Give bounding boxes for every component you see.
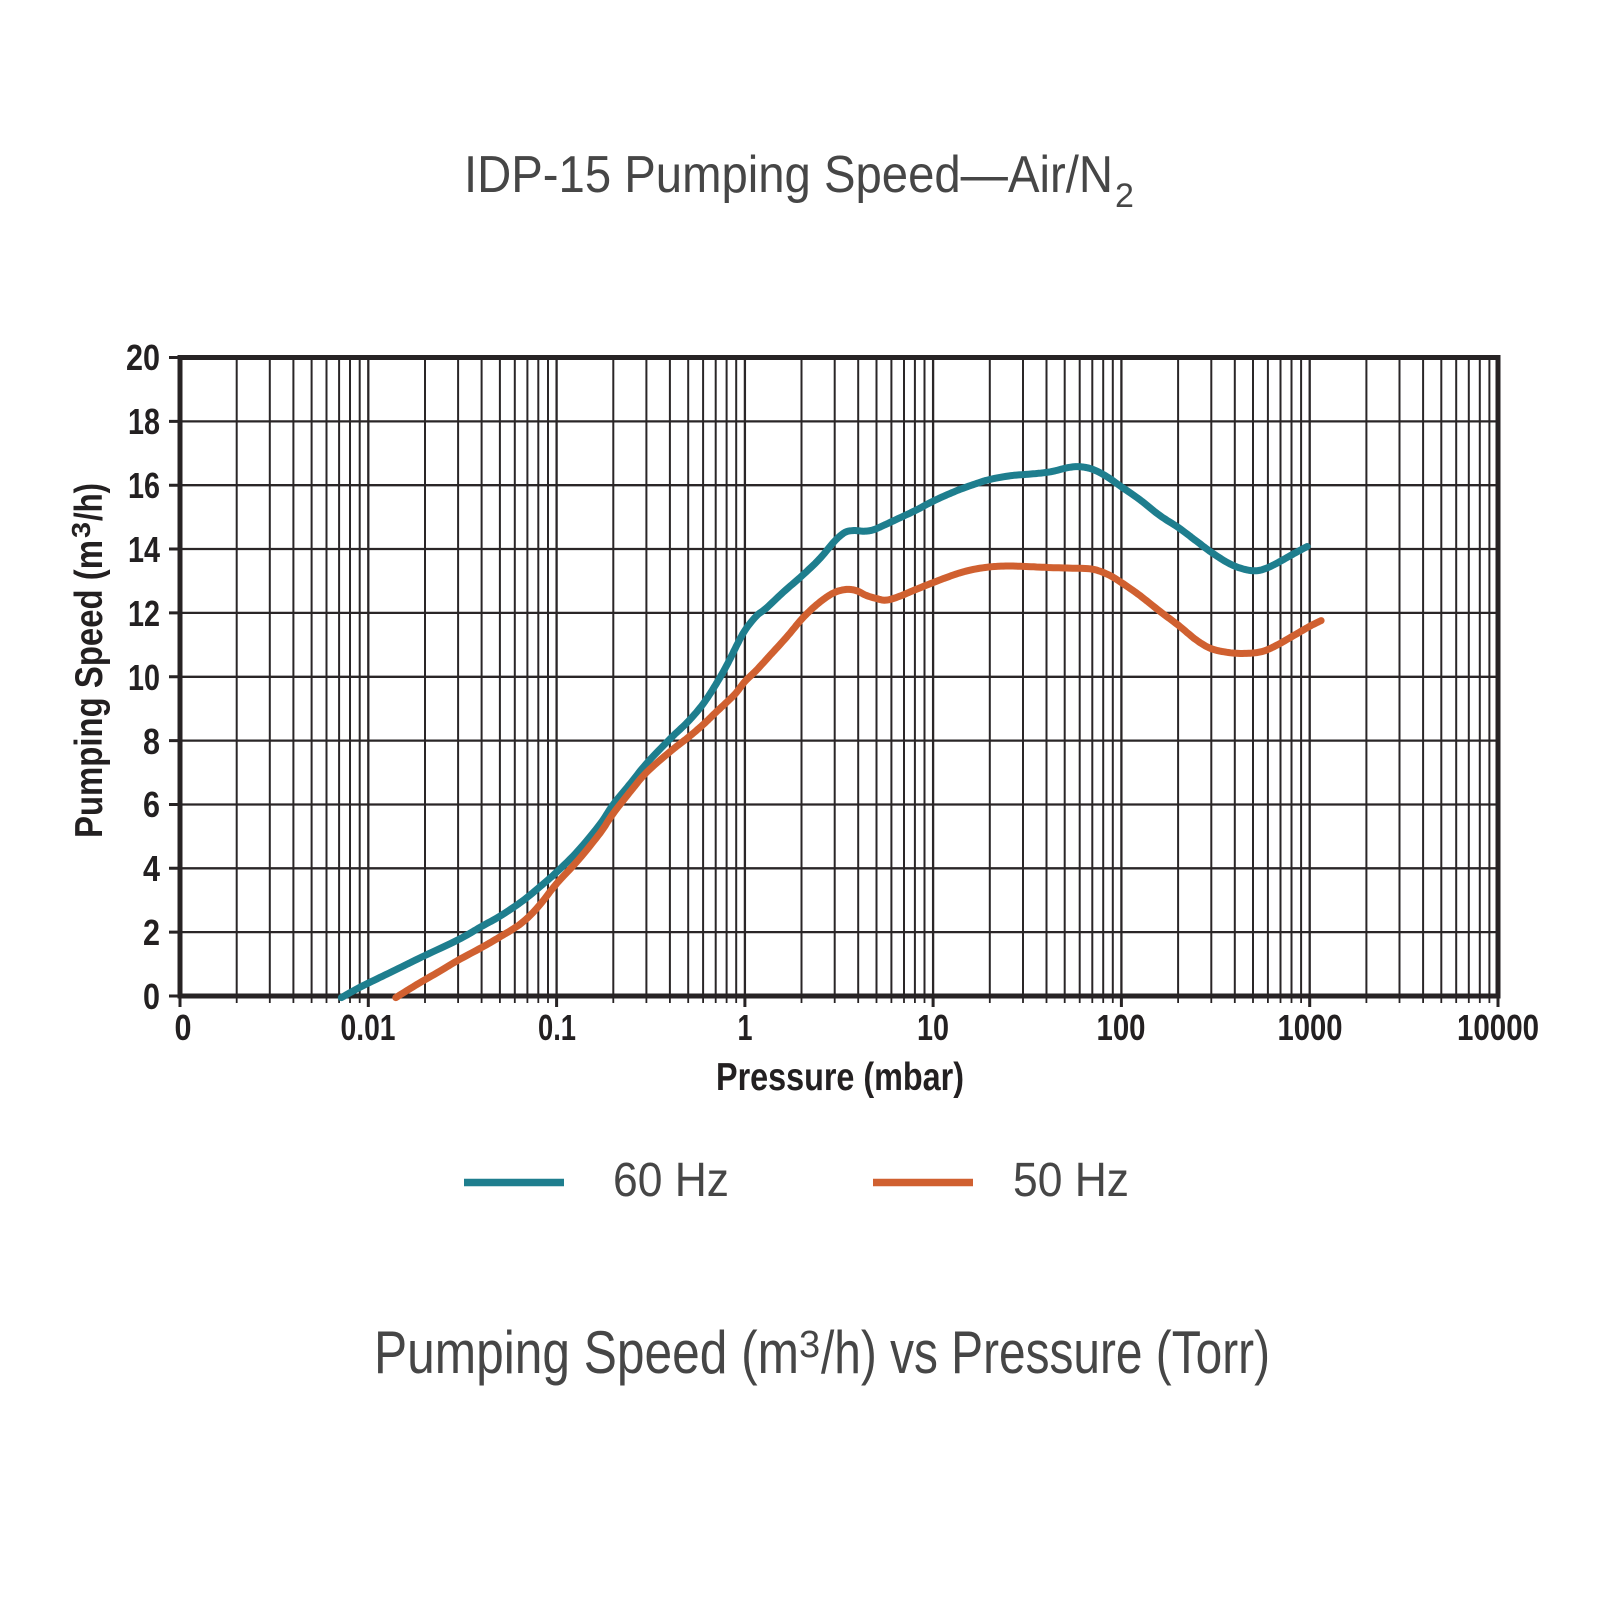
svg-text:Pumping Speed (m: Pumping Speed (m [374, 1319, 799, 1386]
svg-text:14: 14 [128, 529, 160, 570]
svg-text:100: 100 [1097, 1007, 1146, 1048]
svg-text:6: 6 [143, 784, 160, 825]
svg-text:3: 3 [799, 1324, 820, 1366]
svg-text:16: 16 [128, 465, 160, 506]
svg-text:10: 10 [917, 1007, 949, 1048]
svg-text:50 Hz: 50 Hz [1013, 1154, 1129, 1207]
svg-text:3: 3 [66, 522, 96, 538]
svg-text:2: 2 [1115, 177, 1134, 215]
svg-text:8: 8 [143, 721, 160, 762]
svg-text:4: 4 [143, 848, 160, 889]
svg-text:0.1: 0.1 [538, 1007, 576, 1048]
svg-text:60 Hz: 60 Hz [613, 1154, 729, 1207]
svg-text:/h): /h) [68, 483, 111, 521]
svg-text:10: 10 [128, 657, 160, 698]
svg-text:Pumping Speed (m: Pumping Speed (m [68, 540, 111, 838]
svg-text:18: 18 [128, 401, 160, 442]
svg-text:2: 2 [143, 912, 160, 953]
svg-text:20: 20 [126, 337, 160, 378]
svg-text:10000: 10000 [1457, 1007, 1539, 1048]
svg-text:IDP-15 Pumping Speed—Air/N: IDP-15 Pumping Speed—Air/N [464, 146, 1113, 204]
svg-text:0: 0 [175, 1007, 192, 1048]
svg-text:12: 12 [128, 593, 160, 634]
svg-text:1: 1 [738, 1007, 753, 1048]
svg-text:1000: 1000 [1278, 1007, 1343, 1048]
svg-text:/h) vs Pressure (Torr): /h) vs Pressure (Torr) [821, 1319, 1270, 1386]
svg-text:0.01: 0.01 [341, 1007, 396, 1048]
svg-text:Pressure (mbar): Pressure (mbar) [716, 1056, 964, 1099]
svg-text:0: 0 [143, 976, 160, 1017]
